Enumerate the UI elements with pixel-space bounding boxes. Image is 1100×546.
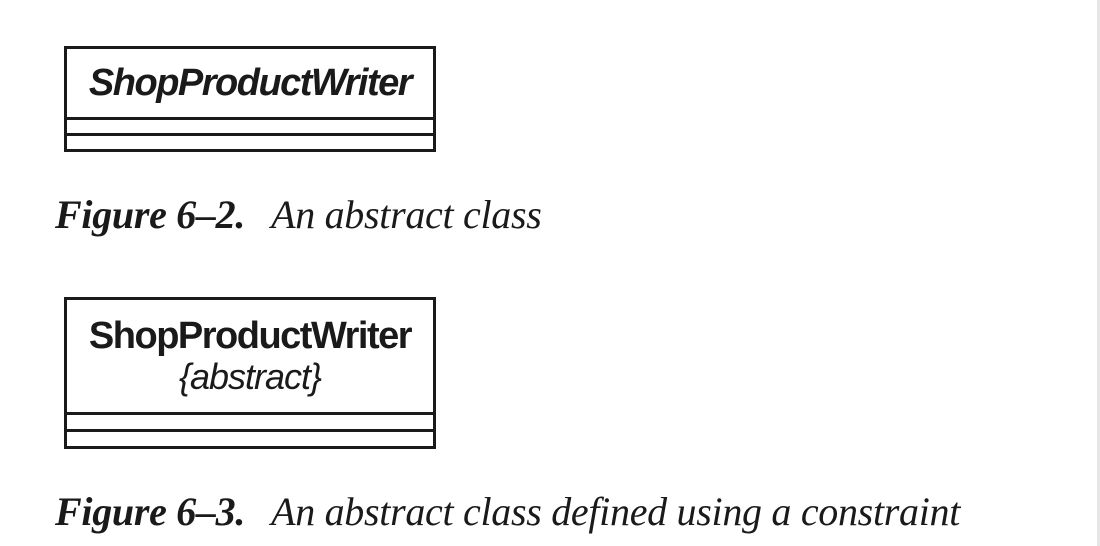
figure-number: Figure 6–3. bbox=[55, 489, 246, 534]
operations-compartment bbox=[67, 133, 433, 149]
operations-compartment bbox=[67, 429, 433, 446]
figure-number: Figure 6–2. bbox=[55, 192, 246, 237]
uml-class-box-abstract-italic: ShopProductWriter bbox=[64, 46, 436, 152]
attributes-compartment bbox=[67, 412, 433, 429]
class-name-label: ShopProductWriter bbox=[88, 62, 413, 104]
abstract-constraint-label: {abstract} bbox=[178, 356, 322, 397]
class-name-compartment: ShopProductWriter bbox=[67, 49, 433, 117]
figure-caption-text: An abstract class defined using a constr… bbox=[271, 489, 961, 534]
figure-caption-6-3: Figure 6–3. An abstract class defined usi… bbox=[55, 488, 960, 535]
uml-class-box-abstract-constraint: ShopProductWriter {abstract} bbox=[64, 297, 436, 449]
figure-caption-6-2: Figure 6–2. An abstract class bbox=[55, 191, 542, 238]
class-name-compartment: ShopProductWriter {abstract} bbox=[67, 300, 433, 412]
class-name-label: ShopProductWriter bbox=[88, 315, 413, 357]
figure-caption-text: An abstract class bbox=[271, 192, 542, 237]
attributes-compartment bbox=[67, 117, 433, 133]
page-edge-shadow bbox=[1097, 0, 1100, 546]
